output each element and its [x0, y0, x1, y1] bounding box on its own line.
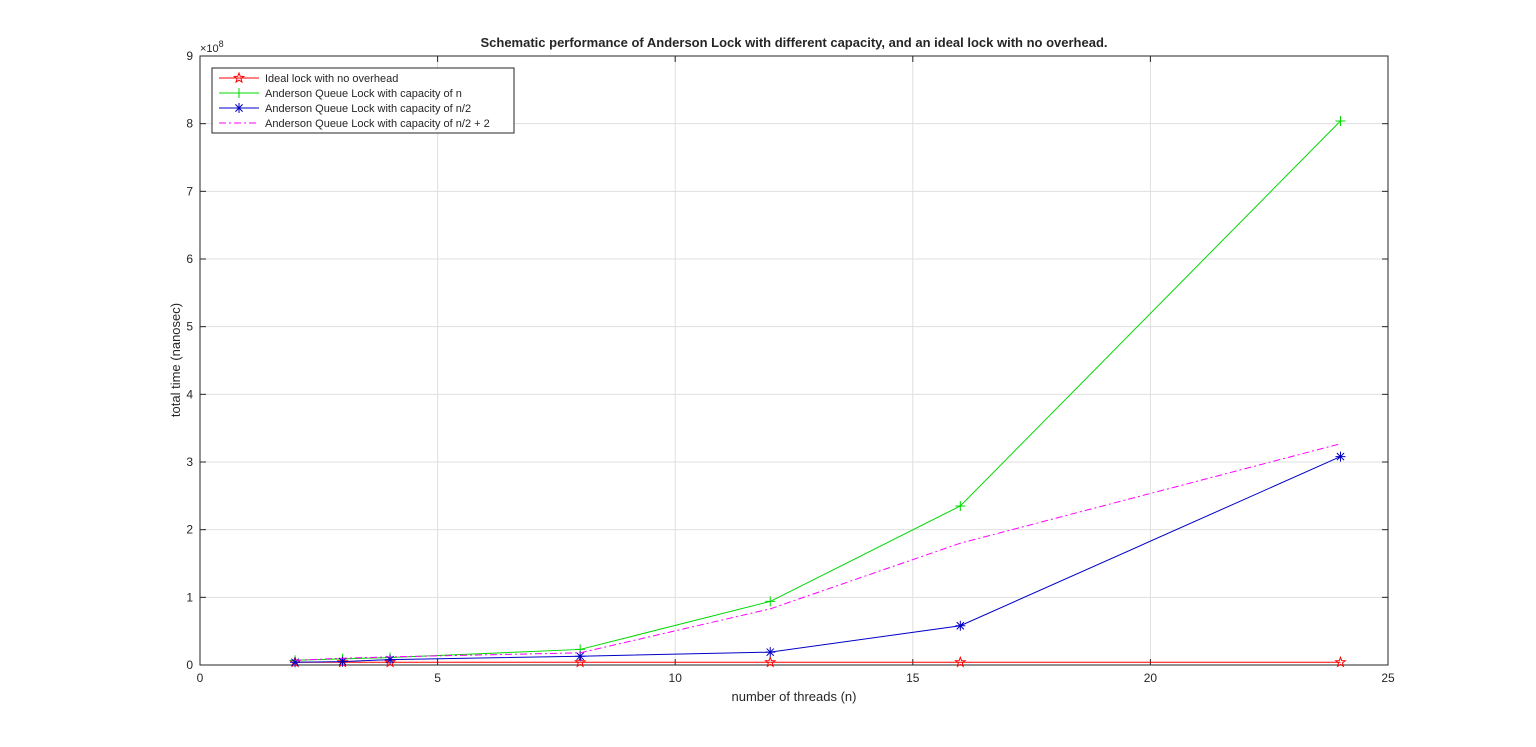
series-line: [295, 456, 1341, 663]
y-tick-label: 7: [186, 184, 193, 198]
legend-item-3: Anderson Queue Lock with capacity of n/2…: [219, 118, 490, 130]
y-tick-label: 5: [186, 320, 193, 334]
series-2: [290, 451, 1346, 668]
y-axis-label: total time (nanosec): [168, 303, 183, 417]
y-tick-label: 3: [186, 455, 193, 469]
y-tick-label: 8: [186, 117, 193, 131]
y-exponent-base: ×10: [200, 43, 219, 55]
series-line: [295, 120, 1341, 661]
data-point: [574, 655, 587, 668]
legend-box: [211, 67, 515, 134]
legend-item-0: Ideal lock with no overhead: [219, 71, 398, 85]
legend: Ideal lock with no overhead Anderson Queu…: [211, 67, 515, 134]
y-tick-label: 0: [186, 658, 193, 672]
x-axis-label: number of threads (n): [731, 689, 856, 704]
axis-ticks: 0 5 10 15 20 25 0 1 2 3 4 5 6 7 8 9: [186, 49, 1395, 685]
data-point: [290, 657, 301, 668]
plot-area: [199, 55, 1389, 666]
series-layer: [288, 115, 1347, 668]
data-point: [764, 655, 777, 668]
legend-label: Anderson Queue Lock with capacity of n/2: [265, 103, 471, 115]
y-tick-label: 9: [186, 49, 193, 63]
series-3: [295, 443, 1341, 661]
data-point: [955, 500, 966, 511]
legend-marker: [234, 103, 244, 113]
y-tick-label: 2: [186, 523, 193, 537]
data-point: [385, 654, 396, 665]
data-point: [1334, 655, 1347, 668]
x-tick-label: 25: [1381, 671, 1395, 685]
x-tick-label: 0: [197, 671, 204, 685]
x-tick-label: 10: [669, 671, 683, 685]
legend-marker: [234, 88, 244, 98]
data-point: [954, 655, 967, 668]
grid-lines: [200, 56, 1388, 665]
x-tick-label: 15: [906, 671, 920, 685]
legend-item-2: Anderson Queue Lock with capacity of n/2: [219, 103, 471, 115]
legend-label: Ideal lock with no overhead: [265, 73, 398, 85]
y-tick-label: 1: [186, 590, 193, 604]
chart-title: Schematic performance of Anderson Lock w…: [480, 35, 1107, 50]
x-tick-label: 20: [1144, 671, 1158, 685]
x-tick-label: 5: [434, 671, 441, 685]
y-exponent-label: ×108: [200, 39, 224, 55]
data-point: [955, 620, 966, 631]
data-point: [1335, 451, 1346, 462]
series-line: [295, 443, 1341, 661]
legend-item-1: Anderson Queue Lock with capacity of n: [219, 88, 462, 100]
series-1: [290, 115, 1346, 666]
data-point: [765, 596, 776, 607]
data-point: [1335, 115, 1346, 126]
legend-marker: [232, 71, 246, 84]
y-tick-label: 4: [186, 387, 193, 401]
data-point: [575, 651, 586, 662]
data-point: [337, 656, 348, 667]
y-tick-label: 6: [186, 252, 193, 266]
data-point: [765, 647, 776, 658]
legend-label: Anderson Queue Lock with capacity of n: [265, 88, 462, 100]
y-exponent-power: 8: [219, 39, 224, 49]
legend-label: Anderson Queue Lock with capacity of n/2…: [265, 118, 490, 130]
